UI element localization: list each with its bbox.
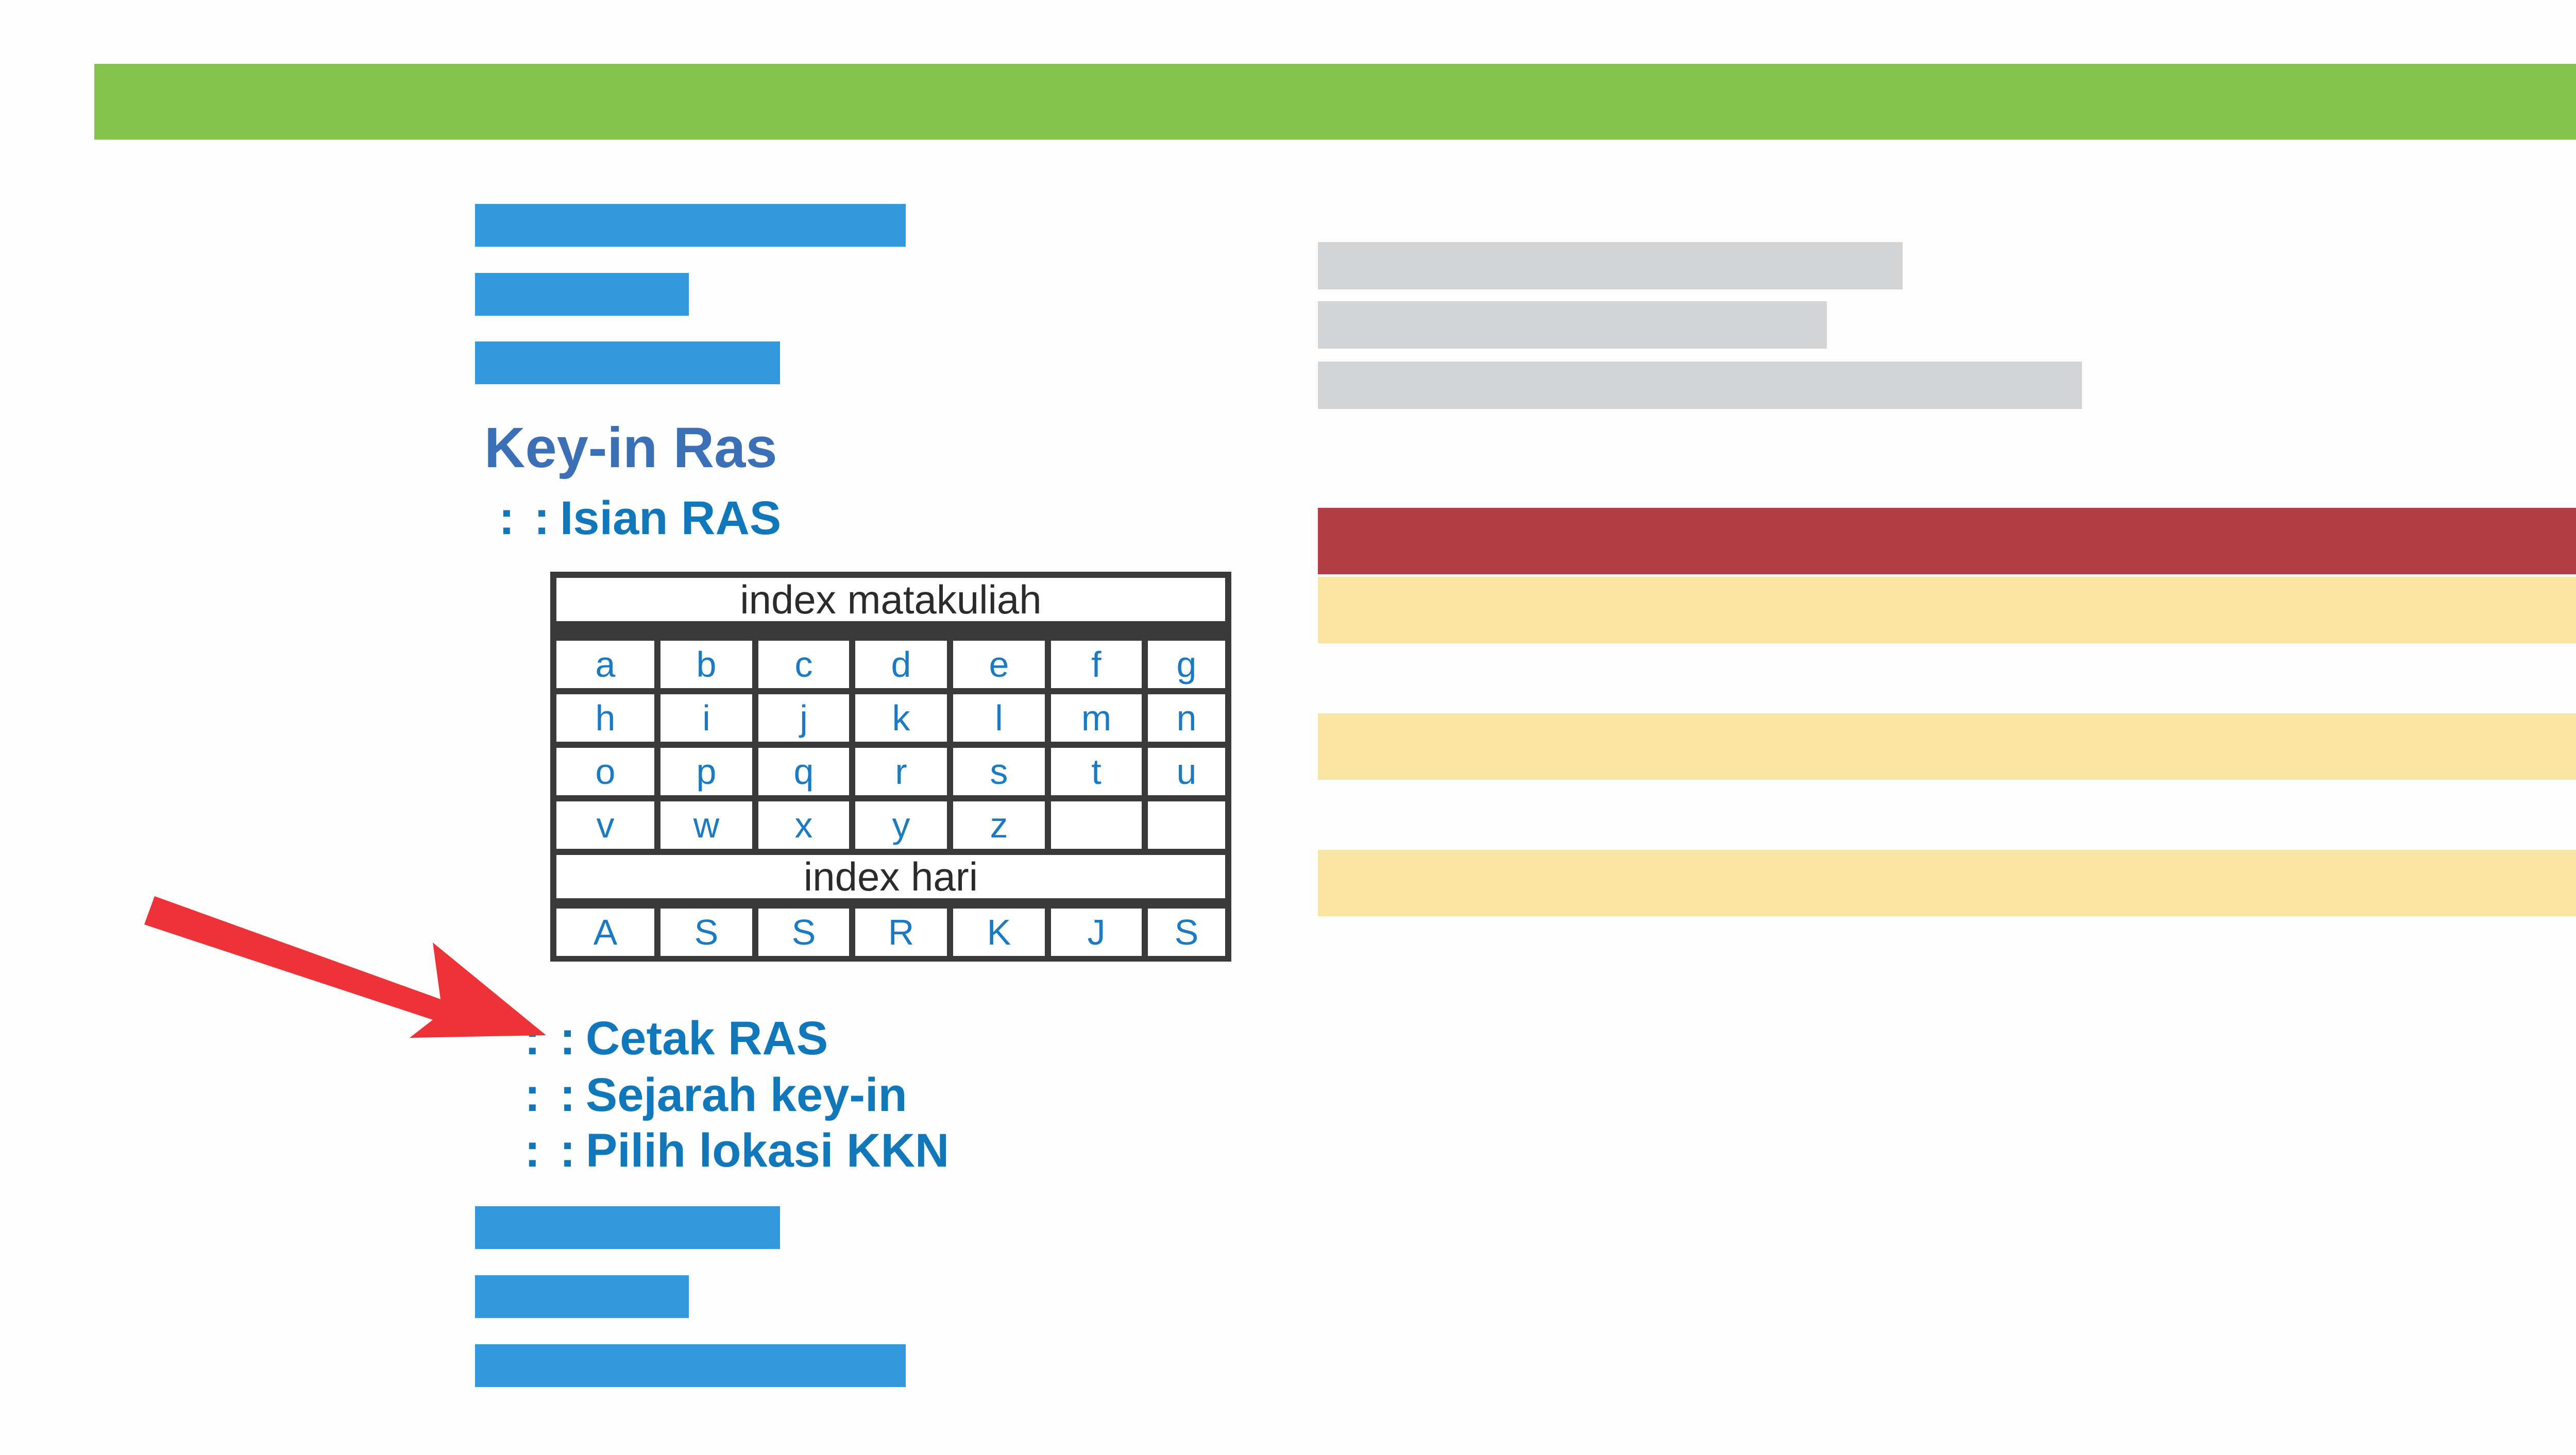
nav-placeholder-6[interactable] [475, 1344, 906, 1387]
index-key-p[interactable]: p [660, 748, 752, 795]
table-row [1318, 577, 2576, 643]
menu-link-isian-ras[interactable]: : : Isian RAS [499, 494, 781, 542]
index-key-g[interactable]: g [1148, 641, 1225, 688]
highlight-arrow-icon [144, 896, 546, 1038]
index-key-k[interactable]: k [855, 694, 947, 742]
index-key-m[interactable]: m [1051, 694, 1142, 742]
index-key-r[interactable]: r [855, 748, 947, 795]
index-key-t[interactable]: t [1051, 748, 1142, 795]
index-key-o[interactable]: o [556, 748, 654, 795]
index-key-d[interactable]: d [855, 641, 947, 688]
menu-link-cetak-ras[interactable]: : : Cetak RAS [524, 1015, 828, 1062]
nav-placeholder-2[interactable] [475, 273, 689, 316]
menu-link-label: Isian RAS [560, 492, 782, 544]
index-key-n[interactable]: n [1148, 694, 1225, 742]
index-key-c[interactable]: c [758, 641, 849, 688]
index-key-q[interactable]: q [758, 748, 849, 795]
index-key-h[interactable]: h [556, 694, 654, 742]
index-key-a[interactable]: a [556, 641, 654, 688]
index-day-key-2[interactable]: S [660, 909, 752, 956]
arrow-shape [144, 896, 546, 1038]
index-day-key-3[interactable]: S [758, 909, 849, 956]
menu-link-pilih-lokasi-kkn[interactable]: : : Pilih lokasi KKN [524, 1127, 949, 1174]
index-panel: index matakuliah a b c d e f g h i j k l m n o p q r s t u v w x… [550, 572, 1231, 962]
menu-separator: : : [524, 1124, 579, 1177]
menu-link-sejarah-keyin[interactable]: : : Sejarah key-in [524, 1071, 907, 1119]
nav-placeholder-1[interactable] [475, 204, 906, 247]
index-hari-header: index hari [556, 855, 1225, 898]
index-key-e[interactable]: e [953, 641, 1045, 688]
table-header-row [1318, 508, 2576, 574]
nav-placeholder-4[interactable] [475, 1206, 780, 1249]
table-row [1318, 713, 2576, 780]
index-key-j[interactable]: j [758, 694, 849, 742]
index-key-empty [1148, 801, 1225, 849]
menu-separator: : : [524, 1012, 579, 1065]
index-key-z[interactable]: z [953, 801, 1045, 849]
page-title: Key-in Ras [484, 416, 777, 480]
index-day-key-1[interactable]: A [556, 909, 654, 956]
info-placeholder-2 [1318, 301, 1827, 349]
index-key-f[interactable]: f [1051, 641, 1142, 688]
nav-placeholder-5[interactable] [475, 1275, 689, 1318]
index-key-v[interactable]: v [556, 801, 654, 849]
nav-placeholder-3[interactable] [475, 341, 780, 384]
index-key-i[interactable]: i [660, 694, 752, 742]
menu-separator: : : [524, 1069, 579, 1121]
index-day-key-6[interactable]: J [1051, 909, 1142, 956]
menu-link-label: Sejarah key-in [585, 1069, 907, 1121]
index-day-key-5[interactable]: K [953, 909, 1045, 956]
index-day-key-7[interactable]: S [1148, 909, 1225, 956]
info-placeholder-3 [1318, 362, 2082, 409]
index-key-y[interactable]: y [855, 801, 947, 849]
info-placeholder-1 [1318, 242, 1903, 289]
header-bar [94, 64, 2576, 140]
index-key-s[interactable]: s [953, 748, 1045, 795]
index-key-b[interactable]: b [660, 641, 752, 688]
index-day-key-4[interactable]: R [855, 909, 947, 956]
menu-link-label: Pilih lokasi KKN [585, 1124, 950, 1177]
index-key-x[interactable]: x [758, 801, 849, 849]
menu-link-label: Cetak RAS [585, 1012, 828, 1065]
index-key-empty [1051, 801, 1142, 849]
table-row [1318, 850, 2576, 916]
index-matakuliah-header: index matakuliah [556, 578, 1225, 621]
menu-separator: : : [499, 492, 553, 544]
index-key-w[interactable]: w [660, 801, 752, 849]
index-key-l[interactable]: l [953, 694, 1045, 742]
index-key-u[interactable]: u [1148, 748, 1225, 795]
